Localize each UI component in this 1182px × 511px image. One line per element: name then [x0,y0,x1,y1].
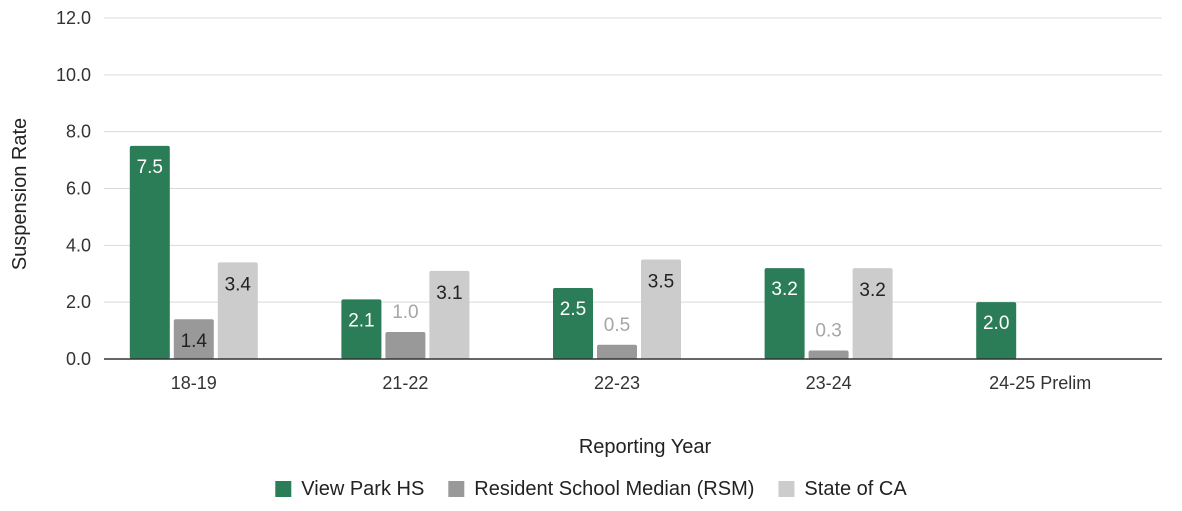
bar [429,270,470,359]
bar [641,259,681,359]
bar [852,268,893,359]
bars [129,145,1017,359]
data-label: 3.4 [225,274,252,295]
data-label: 3.5 [648,272,674,293]
data-labels: 7.5 1.4 3.4 2.1 1.0 3.1 2.5 0.5 3.5 3.2 0.3 3.2 2.0 [137,157,1010,352]
data-label: 0.5 [604,315,630,336]
bar [808,350,849,359]
gridlines [104,17,1162,303]
data-label: 0.3 [815,320,841,341]
legend-label: Resident School Median (RSM) [474,478,754,500]
data-label: 7.5 [137,157,163,178]
x-axis-title: Reporting Year [579,436,712,458]
data-label: 2.1 [348,310,374,331]
data-label: 2.5 [560,299,586,320]
data-label: 3.2 [859,280,885,301]
y-tick-label: 0.0 [66,349,91,369]
bar [173,319,214,359]
legend-label: State of CA [804,478,907,500]
bar [597,344,637,359]
bar [341,299,382,359]
legend-swatch [448,481,465,497]
bar [764,268,805,359]
bar [553,287,593,359]
x-category-label: 21-22 [382,373,428,393]
x-category-label: 18-19 [171,373,217,393]
data-label: 2.0 [983,313,1009,334]
x-axis-categories: 18-19 21-22 22-23 23-24 24-25 Prelim [171,373,1091,393]
y-tick-label: 2.0 [66,292,91,312]
bar [217,262,258,359]
data-label: 3.1 [436,283,462,304]
data-label: 1.0 [392,302,418,323]
x-category-label: 23-24 [806,373,852,393]
legend: View Park HS Resident School Median (RSM)… [275,478,907,500]
y-axis-ticks: 0.0 2.0 4.0 6.0 8.0 10.0 12.0 [56,8,91,369]
y-axis-title: Suspension Rate [9,118,31,270]
legend-swatch [275,481,292,497]
x-category-label: 24-25 Prelim [989,373,1091,393]
data-label: 1.4 [181,331,208,352]
data-label: 3.2 [771,279,797,300]
legend-swatch [778,481,795,497]
y-tick-label: 6.0 [66,179,91,199]
y-tick-label: 12.0 [56,8,91,28]
bar [385,332,426,359]
y-tick-label: 10.0 [56,65,91,85]
bar [129,145,170,359]
y-tick-label: 8.0 [66,122,91,142]
y-tick-label: 4.0 [66,235,91,255]
bar [976,302,1017,359]
x-category-label: 22-23 [594,373,640,393]
legend-label: View Park HS [301,478,424,500]
